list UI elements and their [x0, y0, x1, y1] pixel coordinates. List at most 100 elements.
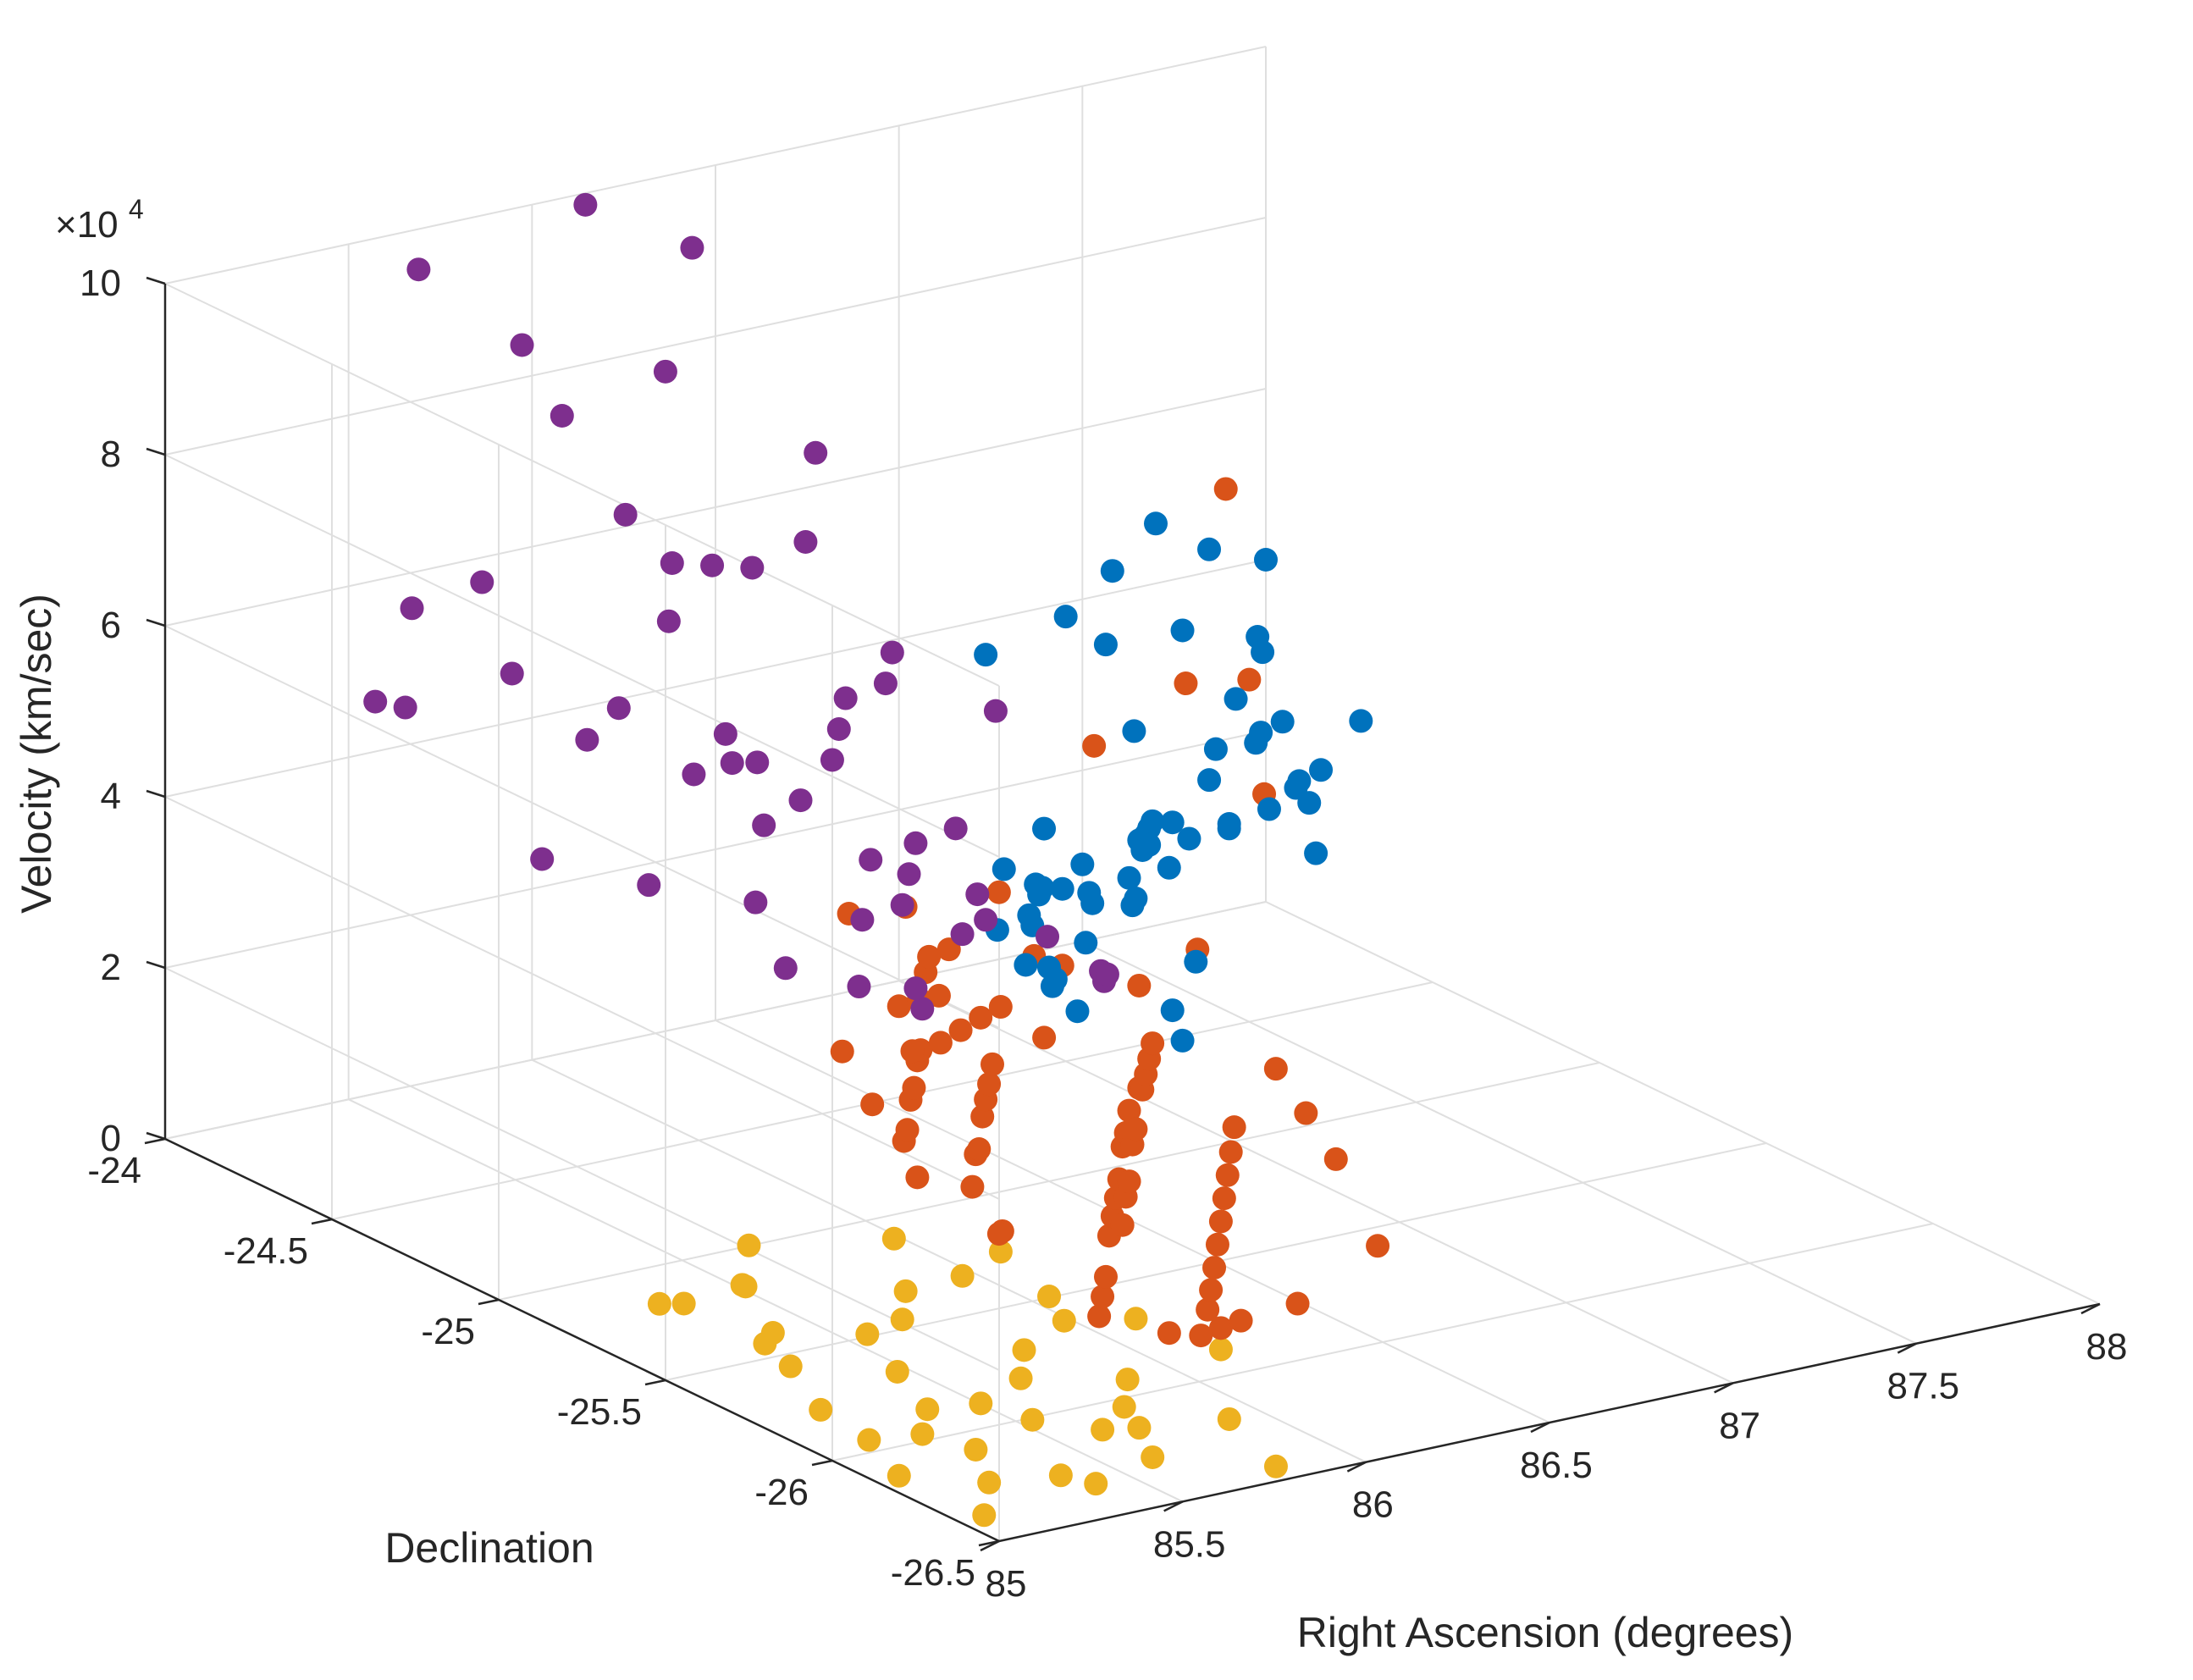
cluster-2-point: [1229, 1308, 1253, 1333]
x-tick-label: 86: [1352, 1484, 1394, 1526]
cluster-4-point: [470, 570, 494, 594]
cluster-4-point: [804, 440, 828, 465]
cluster-4-point: [890, 892, 914, 917]
back-wall-grid-line: [164, 625, 1000, 1029]
cluster-4-point: [713, 721, 737, 746]
cluster-2-point: [969, 1005, 993, 1030]
cluster-2-point: [1366, 1234, 1390, 1258]
cluster-2-point: [986, 1222, 1011, 1246]
cluster-4-point: [1036, 925, 1060, 949]
y-tick-mark: [478, 1298, 500, 1306]
z-tick-mark: [146, 447, 166, 456]
cluster-2-point: [1294, 1101, 1318, 1125]
y-tick-mark: [978, 1539, 1000, 1547]
cluster-2-point: [1124, 1117, 1148, 1141]
cluster-2-point: [1213, 477, 1238, 501]
cluster-4-point: [833, 686, 858, 710]
cluster-2-point: [1215, 1163, 1240, 1187]
cluster-2-point: [1127, 973, 1152, 998]
cluster-4-point: [637, 873, 661, 898]
cluster-2-point: [1082, 733, 1107, 758]
cluster-4-point: [743, 890, 768, 915]
cluster-3-point: [1160, 810, 1185, 835]
cluster-3-point: [1197, 768, 1222, 793]
cluster-4-point: [740, 555, 765, 580]
back-wall-grid-line: [164, 796, 1000, 1200]
cluster-3-point: [1043, 967, 1068, 992]
z-tick-mark: [146, 789, 166, 799]
cluster-1-point: [1037, 1285, 1062, 1309]
cluster-2-point: [1208, 1316, 1233, 1340]
x-tick-label: 88: [2086, 1326, 2128, 1368]
cluster-2-point: [1141, 1031, 1165, 1056]
cluster-1-point: [809, 1397, 833, 1422]
cluster-1-point: [887, 1463, 911, 1488]
y-tick-label: -26.5: [891, 1552, 975, 1594]
z-tick-mark: [146, 276, 166, 285]
cluster-3-point: [1177, 826, 1201, 851]
cluster-3-point: [1224, 687, 1248, 711]
cluster-2-point: [902, 1075, 926, 1100]
cluster-4-point: [903, 831, 928, 855]
cluster-1-point: [1115, 1368, 1140, 1392]
cluster-3-point: [1093, 633, 1118, 657]
cluster-2-point: [1237, 667, 1262, 692]
cluster-2-point: [928, 1031, 953, 1055]
cluster-1-point: [733, 1274, 758, 1299]
side-wall-grid-line: [164, 217, 1267, 456]
cluster-4-point: [500, 661, 524, 686]
cluster-1-point: [1127, 1416, 1152, 1440]
cluster-1-point: [1263, 1454, 1288, 1478]
x-tick-label: 87.5: [1887, 1366, 1960, 1407]
cluster-2-point: [1117, 1098, 1141, 1123]
cluster-2-group: [830, 477, 1390, 1348]
side-wall-grid-line: [164, 388, 1267, 627]
cluster-2-point: [986, 880, 1011, 904]
cluster-3-point: [974, 643, 998, 667]
cluster-2-point: [1087, 1304, 1112, 1329]
cluster-4-point: [793, 530, 818, 554]
cluster-3-point: [1304, 841, 1329, 865]
cluster-1-point: [881, 1226, 906, 1251]
cluster-4-point: [847, 975, 871, 999]
cluster-1-point: [910, 1422, 935, 1446]
z-tick-label: 0: [101, 1118, 121, 1159]
cluster-4-point: [606, 696, 631, 721]
cluster-2-point: [1212, 1186, 1236, 1211]
y-axis-line: [164, 1137, 1000, 1543]
cluster-3-point: [1100, 559, 1124, 583]
cluster-1-point: [857, 1428, 881, 1452]
cluster-3-point: [1309, 758, 1334, 782]
cluster-1-point: [1124, 1307, 1148, 1331]
cluster-4-point: [680, 235, 704, 260]
floor-grid-line: [348, 1098, 1184, 1503]
floor-grid-line: [531, 1058, 1367, 1463]
cluster-1-group: [647, 1226, 1288, 1528]
cluster-1-point: [950, 1263, 975, 1288]
cluster-1-point: [671, 1291, 696, 1316]
cluster-3-point: [1249, 721, 1273, 745]
cluster-1-point: [1048, 1463, 1073, 1488]
cluster-2-point: [917, 944, 942, 969]
cluster-1-point: [977, 1470, 1002, 1495]
cluster-2-point: [1199, 1278, 1224, 1302]
cluster-1-point: [1008, 1366, 1033, 1390]
y-tick-mark: [144, 1137, 166, 1145]
z-tick-label: 6: [101, 605, 121, 646]
back-wall-grid-line: [164, 454, 1000, 858]
cluster-4-point: [974, 908, 998, 932]
cluster-3-point: [1197, 537, 1222, 561]
cluster-4-point: [510, 333, 534, 357]
floor-grid-line: [898, 980, 1734, 1384]
cluster-2-point: [1110, 1213, 1135, 1237]
z-tick-label: 10: [80, 262, 121, 304]
y-tick-mark: [811, 1459, 833, 1467]
cluster-3-point: [1080, 891, 1105, 915]
z-exponent-label: ×10 4: [55, 194, 144, 246]
cluster-2-point: [1196, 1297, 1220, 1322]
x-axis-title: Right Ascension (degrees): [1297, 1609, 1793, 1656]
cluster-3-point: [1160, 998, 1185, 1023]
cluster-4-point: [575, 727, 599, 752]
labels-layer: ×10 4 Velocity (km/sec) Declination Righ…: [13, 194, 1793, 1656]
cluster-4-point: [873, 671, 898, 696]
